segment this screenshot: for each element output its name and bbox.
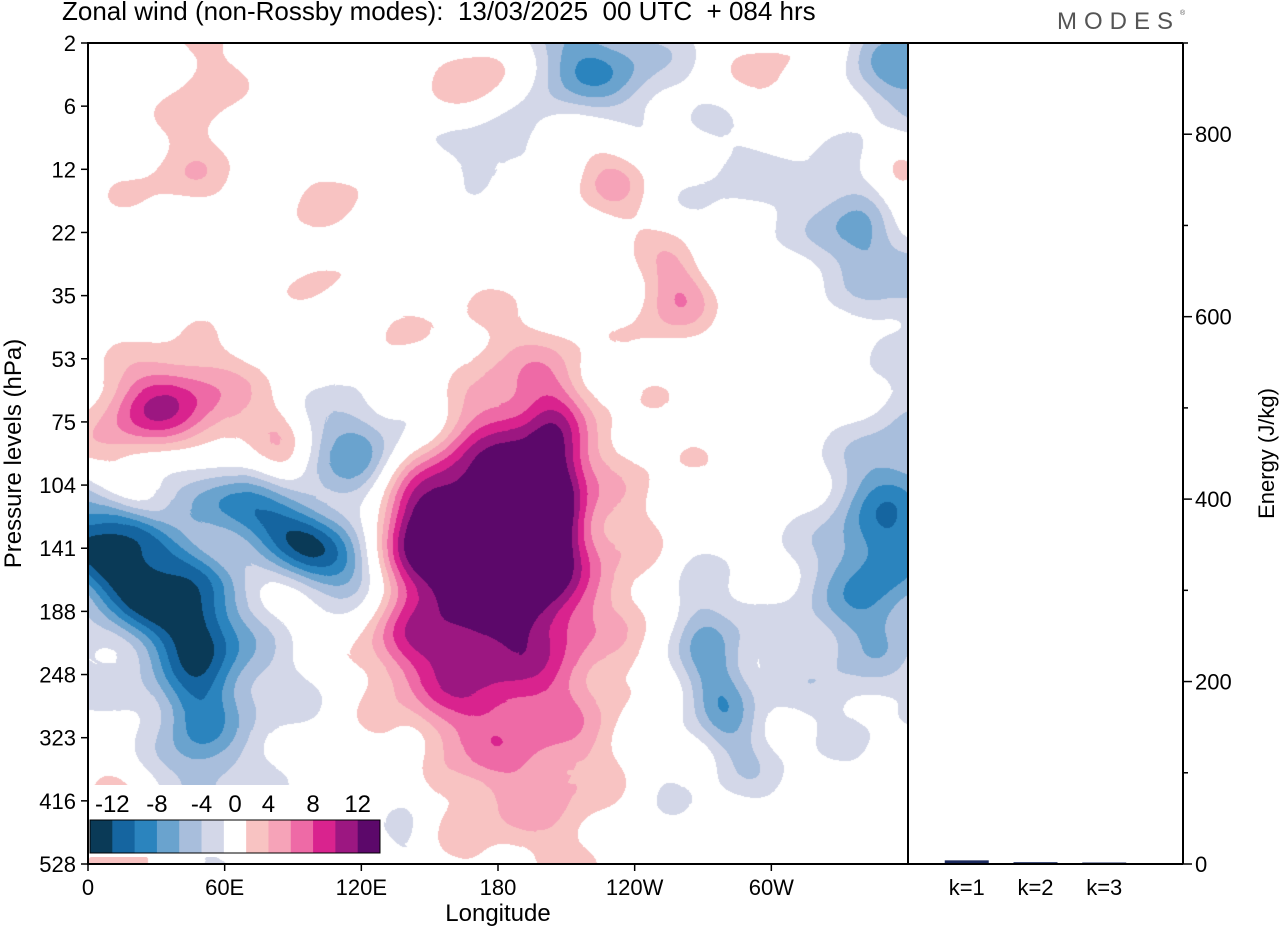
energy-bar xyxy=(944,860,989,864)
colorbar-box xyxy=(201,820,225,853)
wind-heatmap xyxy=(88,43,908,864)
colorbar-tick-label: -4 xyxy=(191,791,212,818)
colorbar-tick-label: 0 xyxy=(228,791,241,818)
colorbar-box xyxy=(246,820,269,853)
colorbar-box xyxy=(357,820,381,853)
bar-category-label: k=3 xyxy=(1086,875,1122,900)
colorbar-box xyxy=(134,820,158,853)
colorbar-box xyxy=(156,820,180,853)
y-tick-label: 323 xyxy=(39,726,76,751)
energy-tick-label: 400 xyxy=(1195,487,1232,512)
y-tick-label: 12 xyxy=(52,157,76,182)
energy-tick-label: 0 xyxy=(1195,852,1207,877)
colorbar-box xyxy=(90,820,113,853)
colorbar-tick-label: 12 xyxy=(344,791,371,818)
colorbar-box xyxy=(223,820,247,853)
colorbar-box xyxy=(268,820,292,853)
bar-category-label: k=1 xyxy=(949,875,985,900)
y-axis-label: Pressure levels (hPa) xyxy=(0,339,27,568)
y-tick-label: 22 xyxy=(52,220,76,245)
colorbar-tick-label: 8 xyxy=(306,791,319,818)
energy-tick-label: 600 xyxy=(1195,305,1232,330)
colorbar-box xyxy=(313,820,336,853)
x-tick-label: 0 xyxy=(82,875,94,900)
colorbar-box xyxy=(112,820,136,853)
colorbar-frame xyxy=(89,819,381,854)
y-tick-label: 35 xyxy=(52,284,76,309)
y-tick-label: 141 xyxy=(39,536,76,561)
energy-axis-label: Energy (J/kg) xyxy=(1254,388,1279,519)
colorbar-box xyxy=(290,820,314,853)
brand-name: MODES xyxy=(1057,8,1181,35)
y-tick-label: 188 xyxy=(39,599,76,624)
brand-logo: MODES® xyxy=(1057,8,1185,36)
y-tick-label: 53 xyxy=(52,347,76,372)
chart-title: Zonal wind (non-Rossby modes): 13/03/202… xyxy=(62,0,816,26)
y-tick-label: 248 xyxy=(39,663,76,688)
x-tick-label: 120W xyxy=(606,875,664,900)
colorbar-box xyxy=(335,820,359,853)
x-tick-label: 60W xyxy=(749,875,794,900)
bar-category-label: k=2 xyxy=(1017,875,1053,900)
colorbar-tick-label: -12 xyxy=(95,791,130,818)
energy-tick-label: 800 xyxy=(1195,122,1232,147)
y-tick-label: 75 xyxy=(52,410,76,435)
y-tick-label: 6 xyxy=(64,94,76,119)
x-tick-label: 60E xyxy=(205,875,244,900)
colorbar-tick-label: 4 xyxy=(262,791,275,818)
x-tick-label: 180 xyxy=(480,875,517,900)
x-tick-label: 120E xyxy=(336,875,387,900)
colorbar: -12 -8 -4 0 4 8 12 xyxy=(88,785,382,857)
colorbar-box xyxy=(179,820,203,853)
energy-tick-label: 200 xyxy=(1195,670,1232,695)
brand-registered-mark: ® xyxy=(1180,10,1186,17)
y-tick-label: 416 xyxy=(39,789,76,814)
y-tick-label: 104 xyxy=(39,473,76,498)
x-axis-label: Longitude xyxy=(445,900,550,927)
y-tick-label: 2 xyxy=(64,31,76,56)
y-tick-label: 528 xyxy=(39,852,76,877)
colorbar-tick-label: -8 xyxy=(146,791,167,818)
